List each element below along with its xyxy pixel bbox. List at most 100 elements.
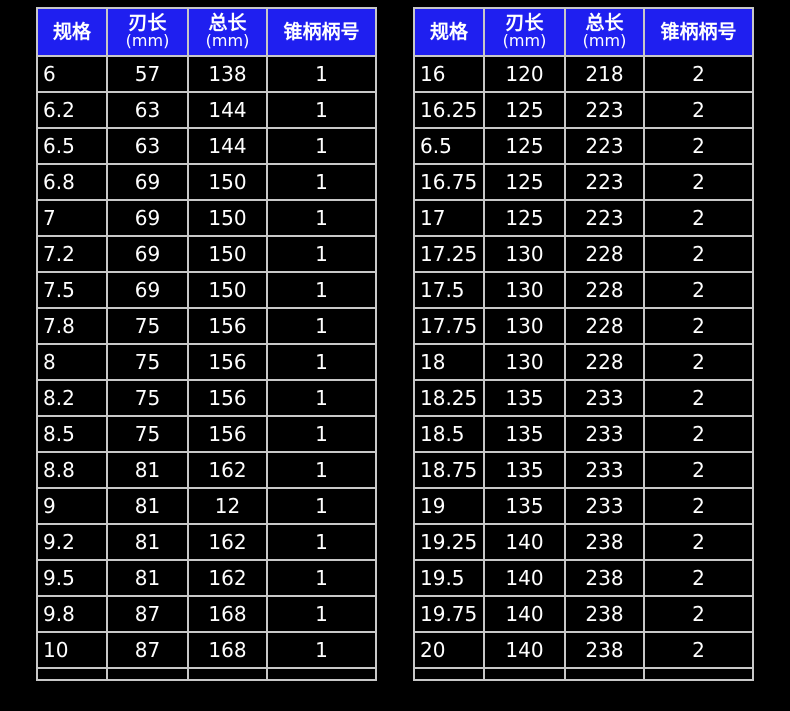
cell-total-length: 168 [187, 631, 268, 669]
cell-blade-length: 69 [106, 199, 189, 237]
header-label: 刃长 [128, 12, 167, 34]
cell-taper-shank-no: 1 [266, 127, 377, 165]
cell-blade-length: 69 [106, 235, 189, 273]
table-row: 6.5 63 144 1 [36, 127, 377, 165]
cell-total-length: 228 [564, 271, 645, 309]
cell-taper-shank-no: 1 [266, 343, 377, 381]
cell-taper-shank-no: 1 [266, 91, 377, 129]
cell-taper-shank-no: 2 [643, 307, 754, 345]
header-label: 总长 [585, 12, 624, 34]
cell-spec: 18.25 [413, 379, 485, 417]
cell-empty [413, 667, 485, 681]
table-row: 8.2 75 156 1 [36, 379, 377, 417]
cell-taper-shank-no: 1 [266, 487, 377, 525]
table-row: 19 135 233 2 [413, 487, 754, 525]
cell-spec: 17.25 [413, 235, 485, 273]
header-total-length: 总长 (mm) [564, 7, 645, 57]
table-row: 8 75 156 1 [36, 343, 377, 381]
cell-taper-shank-no: 2 [643, 127, 754, 165]
cell-taper-shank-no: 1 [266, 235, 377, 273]
cell-spec: 8.5 [36, 415, 108, 453]
cell-spec: 6.5 [36, 127, 108, 165]
cell-spec: 16.25 [413, 91, 485, 129]
cell-spec: 8.8 [36, 451, 108, 489]
cell-taper-shank-no: 2 [643, 451, 754, 489]
cell-blade-length: 75 [106, 379, 189, 417]
cell-blade-length: 81 [106, 451, 189, 489]
cell-total-length: 223 [564, 91, 645, 129]
table-row: 19.5 140 238 2 [413, 559, 754, 597]
header-label: 锥柄柄号 [283, 21, 360, 43]
header-unit: (mm) [502, 31, 547, 50]
cell-blade-length: 75 [106, 307, 189, 345]
cell-total-length: 162 [187, 559, 268, 597]
cell-blade-length: 63 [106, 127, 189, 165]
cell-taper-shank-no: 2 [643, 199, 754, 237]
cell-total-length: 138 [187, 55, 268, 93]
cell-total-length: 162 [187, 523, 268, 561]
cell-empty [36, 667, 108, 681]
cell-spec: 6.8 [36, 163, 108, 201]
cell-total-length: 156 [187, 379, 268, 417]
cell-taper-shank-no: 1 [266, 271, 377, 309]
header-row: 规格 刃长 (mm) 总长 (mm) 锥柄柄号 [413, 7, 754, 57]
cell-total-length: 144 [187, 91, 268, 129]
cell-blade-length: 69 [106, 271, 189, 309]
cell-spec: 7.8 [36, 307, 108, 345]
table-row: 16.75 125 223 2 [413, 163, 754, 201]
table-row: 8.5 75 156 1 [36, 415, 377, 453]
table-row-partial [413, 667, 754, 681]
cell-blade-length: 69 [106, 163, 189, 201]
cell-blade-length: 135 [483, 451, 566, 489]
table-row: 9.5 81 162 1 [36, 559, 377, 597]
cell-spec: 17.75 [413, 307, 485, 345]
cell-spec: 18.75 [413, 451, 485, 489]
cell-total-length: 223 [564, 163, 645, 201]
cell-taper-shank-no: 2 [643, 235, 754, 273]
cell-spec: 9.8 [36, 595, 108, 633]
header-blade-length: 刃长 (mm) [483, 7, 566, 57]
cell-blade-length: 125 [483, 199, 566, 237]
cell-blade-length: 140 [483, 595, 566, 633]
table-row: 18.25 135 233 2 [413, 379, 754, 417]
table-row: 9 81 12 1 [36, 487, 377, 525]
cell-blade-length: 130 [483, 343, 566, 381]
table-row-partial [36, 667, 377, 681]
cell-spec: 19.25 [413, 523, 485, 561]
cell-taper-shank-no: 1 [266, 379, 377, 417]
table-row: 8.8 81 162 1 [36, 451, 377, 489]
cell-total-length: 150 [187, 235, 268, 273]
cell-total-length: 156 [187, 415, 268, 453]
cell-total-length: 228 [564, 235, 645, 273]
cell-total-length: 233 [564, 451, 645, 489]
cell-spec: 9.5 [36, 559, 108, 597]
cell-blade-length: 125 [483, 163, 566, 201]
header-spec: 规格 [36, 7, 108, 57]
cell-total-length: 156 [187, 343, 268, 381]
table-row: 6.8 69 150 1 [36, 163, 377, 201]
cell-total-length: 233 [564, 379, 645, 417]
cell-total-length: 218 [564, 55, 645, 93]
cell-taper-shank-no: 2 [643, 271, 754, 309]
table-row: 19.75 140 238 2 [413, 595, 754, 633]
cell-total-length: 228 [564, 307, 645, 345]
cell-total-length: 162 [187, 451, 268, 489]
cell-blade-length: 130 [483, 271, 566, 309]
cell-total-length: 223 [564, 127, 645, 165]
cell-spec: 17 [413, 199, 485, 237]
table-row: 17.5 130 228 2 [413, 271, 754, 309]
spec-table-right: 规格 刃长 (mm) 总长 (mm) 锥柄柄号 16 120 218 2 16.25 125 223 2… [413, 7, 754, 681]
table-row: 17.75 130 228 2 [413, 307, 754, 345]
cell-taper-shank-no: 1 [266, 415, 377, 453]
table-row: 9.2 81 162 1 [36, 523, 377, 561]
cell-spec: 19 [413, 487, 485, 525]
cell-taper-shank-no: 1 [266, 523, 377, 561]
table-row: 7.2 69 150 1 [36, 235, 377, 273]
table-row: 18 130 228 2 [413, 343, 754, 381]
header-label: 规格 [52, 21, 91, 43]
cell-blade-length: 75 [106, 415, 189, 453]
table-row: 16.25 125 223 2 [413, 91, 754, 129]
cell-total-length: 233 [564, 415, 645, 453]
cell-taper-shank-no: 2 [643, 631, 754, 669]
header-taper-shank-no: 锥柄柄号 [266, 7, 377, 57]
